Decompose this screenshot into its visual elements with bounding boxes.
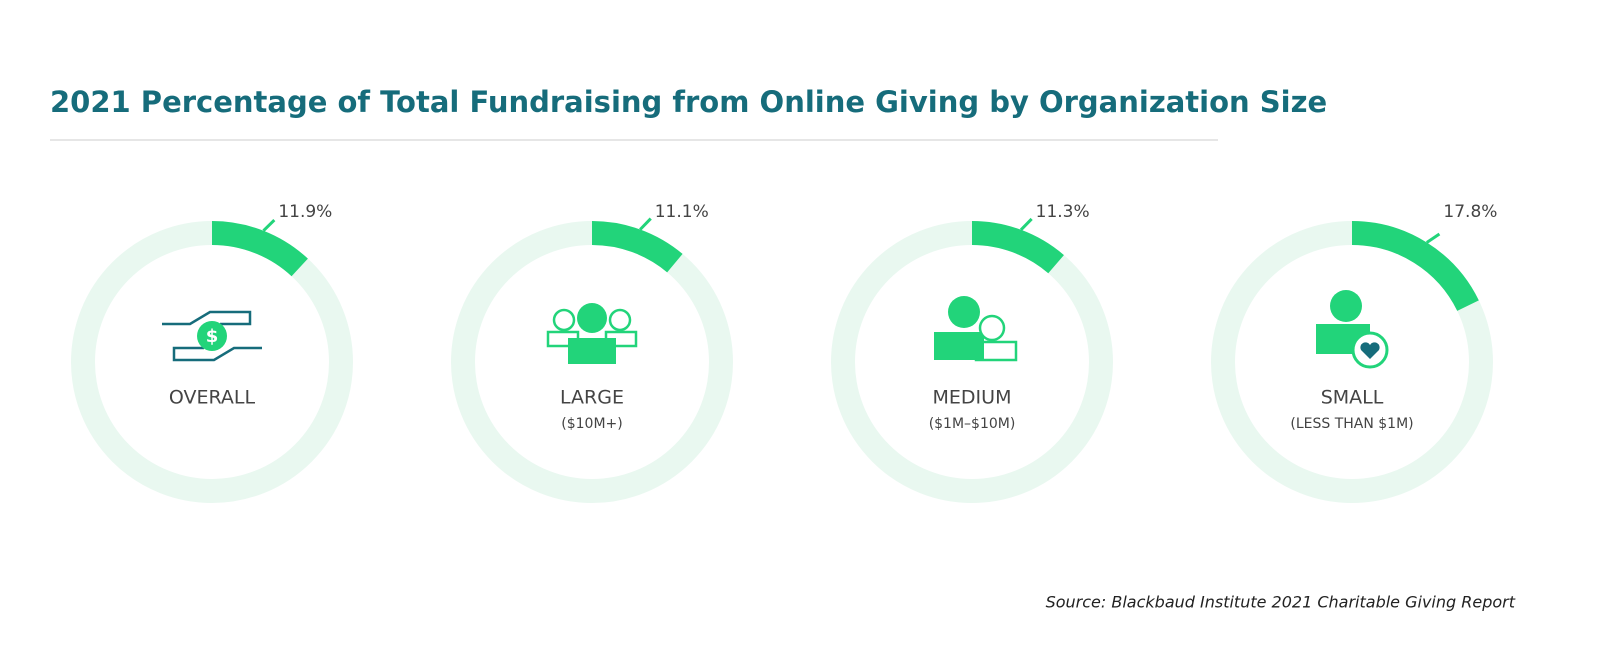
category-label: SMALL [1321, 387, 1384, 409]
icon-group [546, 303, 638, 364]
category-label: LARGE [560, 387, 624, 409]
label-tick [639, 217, 652, 231]
value-label: 11.3% [1036, 202, 1090, 222]
gauge-arc [591, 221, 683, 273]
category-sublabel: ($1M–$10M) [929, 416, 1016, 432]
svg-text:$: $ [206, 326, 219, 347]
value-label: 17.8% [1443, 202, 1497, 222]
value-label: 11.1% [655, 202, 709, 222]
category-label: MEDIUM [933, 387, 1012, 409]
category-sublabel: (LESS THAN $1M) [1290, 416, 1413, 432]
value-label: 11.9% [278, 202, 332, 222]
chart-title: 2021 Percentage of Total Fundraising fro… [50, 85, 1327, 119]
label-tick [262, 219, 276, 232]
gauge-arc [1351, 221, 1479, 312]
gauge-track [71, 221, 353, 503]
category-label: OVERALL [169, 387, 256, 409]
icon-small [1316, 290, 1389, 369]
gauge-arc [971, 221, 1064, 274]
gauge-track [831, 221, 1113, 503]
gauge-arc [211, 221, 308, 277]
category-sublabel: ($10M+) [561, 416, 622, 432]
label-tick [1019, 217, 1033, 231]
icon-medium [934, 296, 1018, 362]
icon-hands: $ [162, 310, 262, 362]
label-tick [1425, 232, 1441, 244]
source-note: Source: Blackbaud Institute 2021 Charita… [1046, 593, 1516, 612]
